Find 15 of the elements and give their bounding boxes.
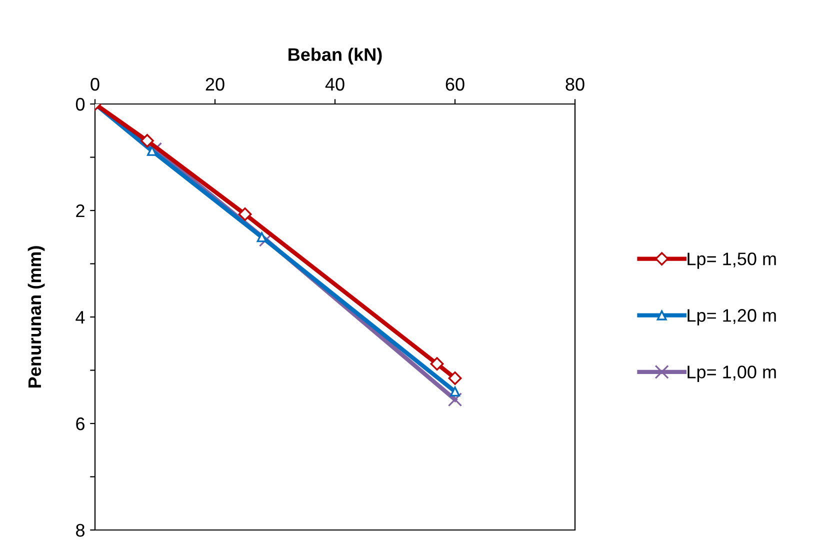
y-tick-label: 6 — [76, 417, 84, 430]
legend-label: Lp= 1,20 m — [688, 309, 776, 326]
x-tick-label: 60 — [446, 78, 464, 91]
x-tick-label: 20 — [206, 78, 224, 91]
x-axis-title: Beban (kN) — [288, 48, 382, 65]
y-tick-label: 4 — [76, 311, 85, 324]
legend-label: Lp= 1,50 m — [688, 252, 776, 269]
x-tick-label: 0 — [90, 78, 100, 91]
x-tick-label: 80 — [566, 78, 584, 91]
y-axis-title: Penurunan (mm) — [28, 246, 45, 388]
legend-label: Lp= 1,00 m — [688, 366, 776, 382]
y-tick-label: 2 — [76, 204, 84, 218]
y-tick-label: 0 — [76, 98, 85, 111]
x-tick-label: 40 — [325, 78, 344, 91]
y-tick-label: 8 — [76, 524, 84, 537]
